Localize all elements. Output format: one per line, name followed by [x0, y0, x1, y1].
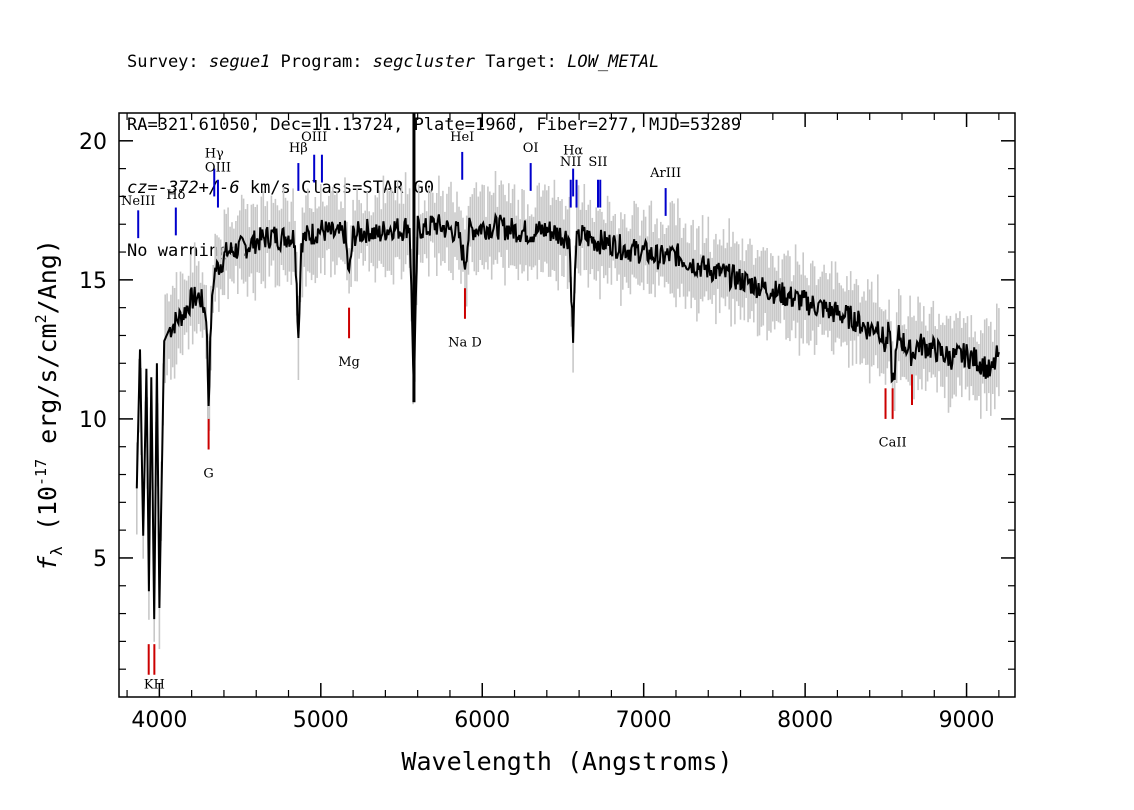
- redshift-value: cz=-372+/-6: [127, 178, 240, 198]
- y-tick-label: 15: [79, 269, 107, 294]
- axis-ticks: 4000 5000 6000 7000 8000 9000 5 10 15 20: [79, 113, 1015, 733]
- y-tick-label: 5: [93, 547, 107, 572]
- x-tick-label: 8000: [777, 708, 833, 733]
- program-label: Program:: [270, 52, 373, 72]
- spectral-line-label: NeIII: [121, 194, 155, 209]
- spectrum-header: Survey: segue1 Program: segcluster Targe…: [127, 10, 741, 283]
- program-value: segcluster: [372, 52, 476, 72]
- spectral-line-label: SII: [588, 155, 607, 170]
- spectral-line-label: Hδ: [166, 188, 185, 203]
- x-tick-label: 6000: [454, 708, 510, 733]
- survey-label: Survey:: [127, 52, 209, 72]
- header-line-survey: Survey: segue1 Program: segcluster Targe…: [127, 52, 741, 73]
- spectral-line-label: KH: [144, 678, 165, 693]
- target-value: LOW_METAL: [567, 52, 660, 72]
- spectral-line-label: OI: [523, 141, 539, 156]
- flux-error-band: [136, 113, 1000, 650]
- spectral-line-label: Hγ: [205, 146, 224, 161]
- x-tick-label: 7000: [616, 708, 672, 733]
- x-tick-label: 5000: [293, 708, 349, 733]
- x-axis-label: Wavelength (Angstroms): [401, 747, 732, 776]
- spectral-line-label: ArIII: [649, 166, 681, 181]
- target-label: Target:: [475, 52, 568, 72]
- survey-value: segue1: [208, 52, 271, 72]
- spectral-line-label: Hα: [563, 144, 583, 159]
- spectral-line-label: G: [203, 466, 213, 481]
- spectral-line-label: OIII: [205, 160, 231, 175]
- y-tick-label: 20: [79, 130, 107, 155]
- spectral-line-label: OIII: [301, 130, 327, 145]
- y-axis-label: fλ (10-17 erg/s/cm2/Ang): [32, 239, 66, 571]
- spectral-line-label: Hβ: [289, 141, 308, 156]
- x-tick-label: 9000: [939, 708, 995, 733]
- spectral-line-label: Mg: [338, 355, 360, 370]
- x-tick-label: 4000: [131, 708, 187, 733]
- y-tick-label: 10: [79, 408, 107, 433]
- flux-series-line: [135, 211, 1000, 620]
- spectral-line-label: HeI: [450, 130, 474, 145]
- header-line-coordinates: RA=321.61050, Dec=11.13724, Plate=1960, …: [127, 115, 742, 135]
- spectral-line-label: Na D: [448, 336, 482, 351]
- spectral-line-label: CaII: [879, 436, 907, 451]
- spectral-line-label: NII: [560, 155, 582, 170]
- plot-frame: [118, 112, 1016, 698]
